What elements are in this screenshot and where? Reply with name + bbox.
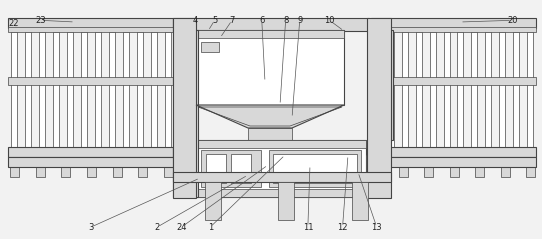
Bar	[196, 140, 366, 148]
Bar	[164, 157, 173, 177]
Bar	[485, 32, 491, 147]
Text: 9: 9	[297, 16, 302, 25]
Bar	[173, 140, 198, 197]
Bar	[373, 157, 382, 177]
Bar	[449, 157, 459, 177]
Bar	[165, 32, 171, 147]
Text: 13: 13	[371, 223, 382, 232]
Bar	[201, 42, 219, 52]
Bar	[371, 147, 536, 157]
Text: 2: 2	[154, 223, 160, 232]
Bar	[457, 32, 463, 147]
Bar	[416, 32, 422, 147]
Bar	[196, 30, 344, 38]
Bar	[11, 32, 17, 147]
Bar	[374, 32, 380, 147]
Bar	[430, 32, 436, 147]
Text: 10: 10	[324, 16, 335, 25]
Bar	[138, 157, 147, 177]
Bar	[206, 154, 226, 183]
Bar	[137, 32, 143, 147]
Text: 3: 3	[88, 223, 94, 232]
Bar	[173, 18, 196, 198]
Bar	[151, 32, 157, 147]
Bar	[196, 140, 366, 197]
Bar	[402, 32, 408, 147]
Bar	[278, 182, 294, 220]
Bar	[205, 182, 221, 220]
Bar	[109, 32, 115, 147]
Text: 4: 4	[192, 16, 198, 25]
Bar	[201, 150, 261, 187]
Bar	[472, 32, 478, 147]
Text: 20: 20	[507, 16, 518, 25]
Bar	[196, 189, 366, 197]
Bar	[39, 32, 45, 147]
Bar	[67, 32, 73, 147]
Polygon shape	[196, 105, 344, 128]
Bar	[371, 18, 536, 28]
Bar	[25, 32, 31, 147]
Bar	[424, 157, 433, 177]
Bar	[81, 32, 87, 147]
Bar	[95, 32, 101, 147]
Bar	[87, 157, 96, 177]
Bar	[36, 157, 44, 177]
Bar	[53, 32, 59, 147]
Bar	[371, 27, 536, 32]
Bar	[8, 157, 536, 167]
Bar	[8, 77, 173, 85]
Bar	[173, 18, 369, 31]
Bar	[10, 157, 19, 177]
Bar	[8, 27, 173, 32]
Text: 24: 24	[176, 223, 187, 232]
Bar	[273, 154, 357, 183]
Bar	[173, 172, 391, 182]
Bar	[352, 182, 368, 220]
Bar	[500, 157, 509, 177]
Bar	[499, 32, 505, 147]
Bar	[388, 32, 394, 147]
Bar	[526, 157, 535, 177]
Bar	[398, 157, 408, 177]
Bar	[61, 157, 70, 177]
Bar	[113, 157, 121, 177]
Bar	[123, 32, 129, 147]
Text: 8: 8	[283, 16, 288, 25]
Text: 1: 1	[208, 223, 213, 232]
Text: 23: 23	[35, 16, 46, 25]
Bar	[527, 32, 533, 147]
Bar	[367, 18, 391, 198]
Bar	[368, 30, 393, 140]
Bar	[173, 30, 198, 197]
Bar	[366, 155, 378, 173]
Bar	[269, 150, 361, 187]
Bar	[248, 128, 292, 140]
Bar	[231, 154, 251, 183]
Bar	[196, 30, 344, 105]
Bar	[371, 77, 536, 85]
Text: 11: 11	[302, 223, 313, 232]
Text: 22: 22	[9, 19, 20, 28]
Bar	[8, 18, 173, 28]
Bar	[378, 157, 383, 171]
Text: 6: 6	[259, 16, 264, 25]
Text: 7: 7	[229, 16, 235, 25]
Bar	[475, 157, 484, 177]
Bar	[513, 32, 519, 147]
Text: 12: 12	[337, 223, 348, 232]
Bar	[443, 32, 449, 147]
Text: 5: 5	[212, 16, 217, 25]
Bar	[8, 147, 173, 157]
